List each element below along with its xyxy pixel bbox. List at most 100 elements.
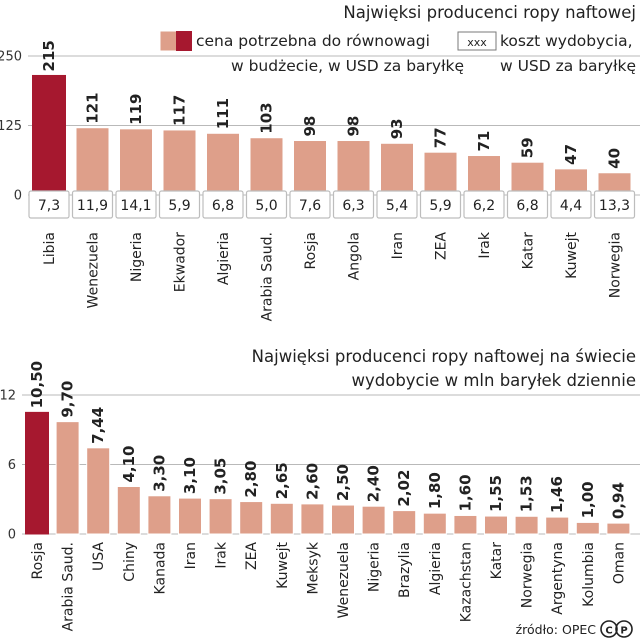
legend-cost-box (457, 31, 497, 51)
legend-bar-label-line2: w budżecie, w USD za baryłkę (231, 57, 464, 75)
c2-category-label: Nigeria (367, 542, 383, 592)
c1-cost-box (376, 190, 418, 219)
c2-bar-arabia-saud- (55, 421, 80, 535)
c2-value-label: 3,05 (212, 458, 230, 495)
c2-category-label: Iran (183, 542, 199, 569)
c2-value-label: 9,70 (59, 381, 77, 418)
pap-logo: C P (600, 620, 633, 638)
c2-y-tick-label: 12 (0, 389, 16, 404)
c2-bar-chiny (116, 486, 141, 535)
c1-cost-box (71, 190, 114, 219)
c2-value-label: 1,60 (456, 474, 474, 511)
c1-category-label: Arabia Saud. (260, 232, 276, 321)
c1-cost-box (506, 190, 549, 219)
c2-bar-iran (178, 497, 202, 535)
c2-y-tick-label: 0 (8, 528, 16, 543)
c1-value-label: 47 (562, 144, 580, 165)
legend-bar-label-line1: cena potrzebna do równowagi (196, 32, 430, 50)
c1-bar-ekwador (162, 129, 197, 196)
c1-value-label: 121 (84, 92, 102, 123)
c1-value-label: 215 (40, 40, 58, 71)
c1-bar-irak (467, 155, 501, 196)
c1-cost-label: 5,4 (386, 198, 408, 214)
c2-value-label: 10,50 (28, 361, 46, 408)
c1-category-label: Libia (42, 232, 58, 265)
c1-value-label: 98 (301, 116, 319, 137)
c2-bar-wenezuela (331, 504, 355, 535)
c1-category-label: Angola (347, 232, 363, 280)
c2-bar-brazylia (392, 510, 417, 535)
c1-cost-label: 7,3 (38, 198, 60, 214)
source-note: źródło: OPEC (516, 622, 597, 637)
chart2-title-line2: wydobycie w mln baryłek dziennie (351, 371, 636, 390)
c2-category-label: Algieria (428, 542, 444, 595)
c1-value-label: 98 (345, 116, 363, 137)
c1-bar-angola (336, 140, 371, 196)
c2-bar-argentyna (545, 516, 570, 535)
c1-category-label: Iran (390, 232, 406, 259)
c1-cost-label: 5,9 (429, 198, 451, 214)
c2-bar-norwegia (514, 515, 539, 535)
c2-value-label: 1,00 (579, 481, 597, 518)
chart1-legend: cena potrzebna do równowagi w budżecie, … (159, 30, 636, 75)
c1-cost-label: 13,3 (599, 198, 630, 214)
c1-category-label: Katar (521, 232, 537, 270)
c1-cost-box (115, 190, 157, 219)
c1-cost-box (202, 190, 244, 219)
c2-category-label: Wenezuela (336, 542, 352, 618)
c2-bar-kazachstan (453, 514, 478, 535)
c1-bar-nigeria (119, 128, 153, 196)
chart2-y-ticks: 0 6 12 (0, 389, 16, 543)
c1-cost-box (158, 190, 201, 219)
legend-cost-box-sample: xxx (467, 36, 487, 49)
c1-bar-katar (510, 161, 545, 196)
c2-category-label: Kazachstan (458, 542, 474, 622)
legend-box-label-line1: koszt wydobycia, (500, 32, 633, 50)
c1-y-tick-label: 0 (14, 189, 22, 204)
c2-value-label: 4,10 (120, 445, 138, 482)
c1-cost-label: 6,8 (212, 198, 234, 214)
chart1-cost-boxes: 7,3 11,9 14,1 5,9 6,8 5,0 7,6 6,3 5,4 5,9 6,2 6,8 4,… (28, 190, 636, 219)
chart2-value-labels: 10,50 9,70 7,44 4,10 3,30 3,10 3,05 2,80 2,65 2,6… (28, 361, 627, 519)
chart1-bars (32, 74, 632, 196)
chart1-category-labels: Libia Wenezuela Nigeria Ekwador Algieria Arab… (42, 231, 624, 321)
c2-bar-rosja (25, 411, 49, 535)
c2-category-label: Meksyk (305, 541, 321, 594)
c2-category-label: Katar (489, 542, 505, 580)
c1-value-label: 93 (388, 118, 406, 139)
c1-cost-label: 6,8 (516, 198, 538, 214)
chart1-title: Najwięksi producenci ropy naftowej (343, 3, 636, 22)
c2-bar-algieria (422, 512, 447, 535)
c1-cost-label: 14,1 (120, 198, 151, 214)
c2-value-label: 3,30 (150, 455, 168, 492)
c2-category-label: Norwegia (520, 542, 536, 608)
c1-cost-label: 6,3 (342, 198, 364, 214)
c1-bar-libia (32, 74, 66, 196)
c2-bar-oman (606, 522, 631, 535)
c1-cost-box (332, 190, 375, 219)
c1-category-label: Kuwejt (564, 232, 580, 279)
c1-cost-label: 5,9 (168, 198, 190, 214)
c1-category-label: Wenezuela (86, 232, 102, 308)
c1-category-label: Rosja (303, 232, 319, 269)
c2-bar-katar (484, 515, 508, 535)
c2-value-label: 0,94 (609, 482, 627, 519)
c1-value-label: 111 (214, 98, 232, 129)
c1-value-label: 119 (127, 94, 145, 125)
chart2-title-line1: Najwięksi producenci ropy naftowej na św… (252, 347, 636, 366)
c1-value-label: 40 (606, 148, 624, 169)
c1-value-label: 77 (432, 127, 450, 148)
c1-y-tick-label: 125 (0, 119, 22, 134)
c2-bar-meksyk (300, 503, 325, 535)
c1-category-label: Norwegia (608, 232, 624, 298)
c2-bar-kolumbia (575, 521, 600, 535)
c2-value-label: 2,02 (395, 470, 413, 507)
c2-bar-kanada (147, 495, 172, 535)
c2-value-label: 2,50 (334, 464, 352, 501)
c2-bar-zea (239, 501, 264, 535)
c2-category-label: Arabia Saud. (61, 542, 77, 631)
c1-value-label: 117 (171, 95, 189, 126)
c2-value-label: 2,40 (365, 465, 383, 502)
c1-y-tick-label: 250 (0, 50, 22, 65)
